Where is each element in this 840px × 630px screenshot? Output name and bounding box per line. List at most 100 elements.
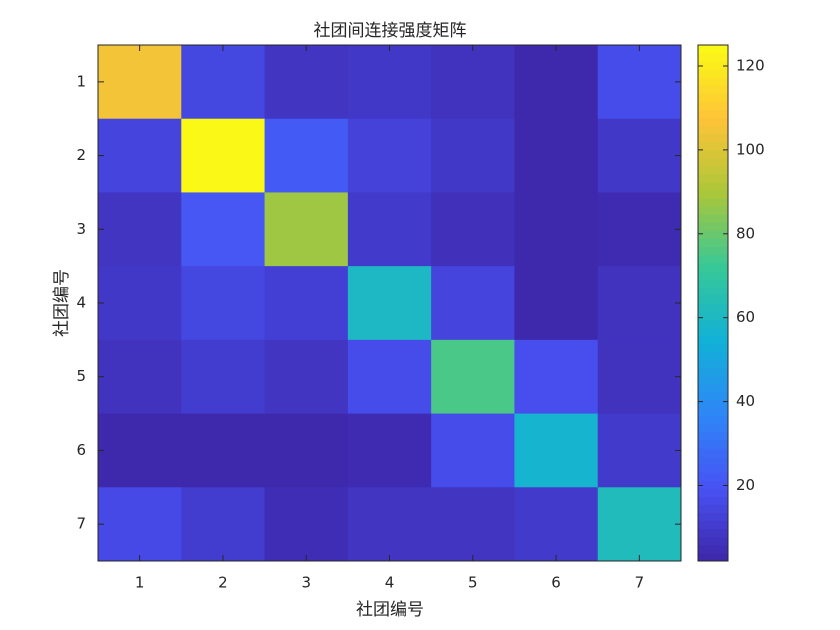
colorbar-step (698, 335, 728, 344)
colorbar-step (698, 319, 728, 328)
heatmap-cell (347, 339, 432, 415)
y-axis-label: 社团编号 (52, 269, 72, 337)
colorbar-step (698, 504, 728, 514)
colorbar-tick-label: 60 (736, 308, 755, 326)
heatmap-cell (431, 192, 515, 267)
chart-title: 社团间连接强度矩阵 (314, 21, 467, 41)
heatmap-cell (181, 413, 266, 488)
heatmap-cell (597, 192, 682, 267)
colorbar-step (698, 432, 728, 441)
heatmap-cell (597, 487, 682, 562)
colorbar-tick-label: 40 (736, 392, 755, 410)
heatmap-cell (514, 413, 599, 488)
heatmap-cell (347, 487, 432, 562)
colorbar-tick-label: 80 (736, 224, 755, 242)
colorbar-step (698, 270, 728, 280)
colorbar-step (698, 278, 728, 288)
colorbar-step (698, 190, 728, 199)
colorbar-step (698, 157, 728, 167)
colorbar-step (698, 351, 728, 360)
colorbar-step (698, 456, 728, 465)
y-tick-label: 4 (76, 294, 86, 312)
colorbar-step (698, 61, 728, 70)
colorbar-step (698, 262, 728, 272)
x-tick-label: 3 (301, 574, 311, 592)
colorbar-step (698, 359, 728, 368)
heatmap-cell (514, 192, 599, 267)
colorbar-step (698, 472, 728, 481)
colorbar-step (698, 69, 728, 78)
heatmap-cell (98, 45, 182, 120)
colorbar-step (698, 77, 728, 86)
heatmap-cell (431, 45, 515, 120)
colorbar-step (698, 53, 728, 62)
colorbar-step (698, 536, 728, 546)
heatmap-cell (597, 339, 682, 415)
heatmap-cell (597, 45, 682, 120)
x-tick-label: 4 (385, 574, 395, 592)
colorbar-step (698, 141, 728, 151)
heatmap-cell (347, 413, 432, 488)
colorbar-step (698, 117, 728, 127)
colorbar-step (698, 222, 728, 231)
heatmap-cell (181, 118, 266, 193)
heatmap-cell (264, 266, 349, 341)
heatmap-cell (98, 118, 182, 193)
y-tick-label: 7 (76, 515, 86, 533)
heatmap-cell (431, 487, 515, 562)
colorbar-step (698, 375, 728, 385)
heatmap-cell (264, 339, 349, 415)
colorbar-step (698, 488, 728, 497)
colorbar-step (698, 294, 728, 304)
colorbar-step (698, 407, 728, 417)
heatmap-cell (264, 487, 349, 562)
colorbar-step (698, 109, 728, 119)
heatmap-cell (597, 118, 682, 193)
colorbar-step (698, 101, 728, 110)
heatmap-cell (264, 118, 349, 193)
heatmap-cell (347, 266, 432, 341)
heatmap-cell (431, 118, 515, 193)
colorbar-tick-label: 100 (736, 140, 765, 158)
colorbar-step (698, 448, 728, 457)
x-tick-label: 7 (635, 574, 645, 592)
colorbar-step (698, 303, 728, 312)
colorbar-step (698, 254, 728, 264)
colorbar-step (698, 174, 728, 183)
colorbar-step (698, 480, 728, 489)
colorbar-step (698, 415, 728, 425)
heatmap-cell (264, 413, 349, 488)
x-tick-label: 5 (468, 574, 478, 592)
heatmap-cell (431, 339, 515, 415)
colorbar-step (698, 165, 728, 175)
colorbar-step (698, 182, 728, 191)
colorbar-step (698, 230, 728, 239)
heatmap-cell (181, 45, 266, 120)
x-tick-label: 2 (218, 574, 228, 592)
colorbar-tick-label: 120 (736, 56, 765, 74)
colorbar-step (698, 440, 728, 449)
heatmap-cell (347, 192, 432, 267)
colorbar-step (698, 496, 728, 506)
colorbar-box (697, 44, 729, 562)
colorbar-step (698, 399, 728, 409)
colorbar-step (698, 206, 728, 215)
y-tick-label: 5 (76, 367, 86, 385)
heatmap-cell (514, 339, 599, 415)
heatmap-cell (264, 45, 349, 120)
heatmap-cell (181, 192, 266, 267)
heatmap-cell (514, 487, 599, 562)
colorbar-step (698, 383, 728, 393)
heatmap-cell (514, 45, 599, 120)
colorbar-step (698, 423, 728, 433)
heatmap-cell (264, 192, 349, 267)
colorbar-step (698, 528, 728, 538)
heatmap-cell (431, 413, 515, 488)
colorbar-tick-label: 20 (736, 476, 755, 494)
colorbar-step (698, 367, 728, 377)
colorbar-step (698, 214, 728, 223)
colorbar-step (698, 133, 728, 143)
colorbar-step (698, 45, 728, 54)
colorbar-step (698, 198, 728, 207)
y-tick-label: 2 (76, 146, 86, 164)
